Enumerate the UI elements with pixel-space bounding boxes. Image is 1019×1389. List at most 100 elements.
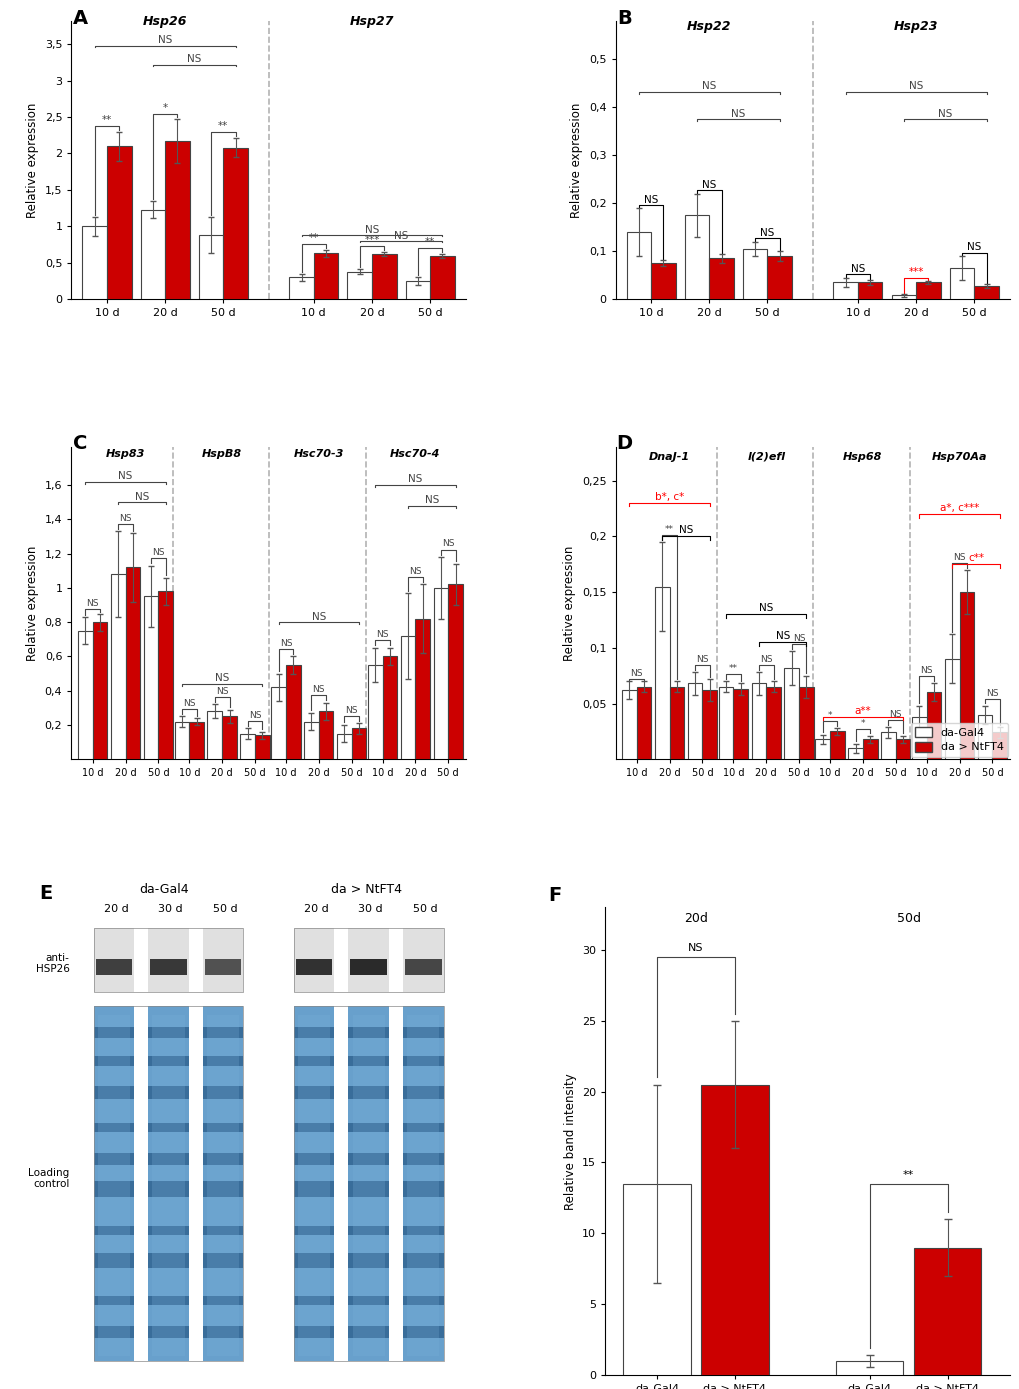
Bar bbox=[293, 1122, 334, 1132]
Bar bbox=[148, 1153, 189, 1164]
Text: Hsp22: Hsp22 bbox=[687, 19, 731, 33]
Text: NS: NS bbox=[345, 706, 358, 714]
Bar bbox=[207, 1015, 239, 1357]
Bar bbox=[891, 296, 915, 299]
Bar bbox=[862, 739, 876, 760]
Bar bbox=[203, 1326, 244, 1338]
Text: ***: *** bbox=[364, 235, 379, 244]
Bar bbox=[650, 264, 675, 299]
Text: 30 d: 30 d bbox=[158, 904, 182, 914]
Bar bbox=[148, 1326, 189, 1338]
Text: A: A bbox=[72, 10, 88, 28]
Bar bbox=[93, 622, 107, 760]
Bar bbox=[203, 1181, 244, 1197]
Bar bbox=[314, 253, 338, 299]
Bar bbox=[94, 1122, 133, 1132]
Text: NS: NS bbox=[679, 525, 693, 536]
Text: l(2)efl: l(2)efl bbox=[747, 451, 785, 463]
Text: 20 d: 20 d bbox=[304, 904, 328, 914]
Bar bbox=[836, 1361, 903, 1375]
Bar bbox=[949, 268, 973, 299]
Bar bbox=[94, 1226, 133, 1235]
Bar bbox=[255, 735, 269, 760]
Bar bbox=[152, 1015, 184, 1357]
Text: F: F bbox=[548, 886, 561, 906]
Bar bbox=[403, 1026, 443, 1039]
Bar bbox=[403, 1086, 443, 1099]
Text: NS: NS bbox=[688, 943, 703, 953]
Text: NS: NS bbox=[158, 35, 172, 46]
Text: NS: NS bbox=[758, 603, 772, 614]
Bar bbox=[148, 1026, 189, 1039]
Bar bbox=[203, 1086, 244, 1099]
Bar bbox=[293, 1026, 334, 1039]
Bar bbox=[765, 686, 781, 760]
Text: **: ** bbox=[218, 121, 228, 132]
Bar bbox=[199, 235, 223, 299]
Bar bbox=[148, 1226, 189, 1235]
Bar bbox=[293, 1253, 334, 1268]
Bar bbox=[125, 567, 140, 760]
Text: NS: NS bbox=[966, 242, 980, 251]
Bar bbox=[368, 665, 382, 760]
Bar bbox=[433, 588, 448, 760]
Text: NS: NS bbox=[792, 633, 805, 643]
Bar bbox=[959, 592, 973, 760]
Bar bbox=[403, 928, 443, 992]
Bar bbox=[94, 1181, 133, 1197]
Text: Hsp68: Hsp68 bbox=[843, 451, 881, 463]
Bar bbox=[742, 249, 766, 299]
Bar bbox=[148, 1086, 189, 1099]
Text: NS: NS bbox=[937, 108, 952, 118]
Bar bbox=[203, 1296, 244, 1304]
Bar bbox=[203, 1006, 244, 1361]
Bar bbox=[382, 657, 396, 760]
Text: b*, c*: b*, c* bbox=[654, 492, 684, 501]
Bar bbox=[296, 958, 332, 975]
Text: 20 d: 20 d bbox=[103, 904, 128, 914]
Bar bbox=[203, 928, 244, 992]
Bar bbox=[285, 665, 301, 760]
Text: NS: NS bbox=[135, 492, 149, 501]
Bar bbox=[348, 1326, 388, 1338]
Text: NS: NS bbox=[118, 471, 132, 481]
Bar bbox=[289, 278, 314, 299]
Bar bbox=[687, 683, 702, 760]
Bar bbox=[348, 1056, 388, 1067]
Bar bbox=[352, 728, 366, 760]
Bar bbox=[623, 1183, 690, 1375]
Bar bbox=[207, 711, 222, 760]
Text: NS: NS bbox=[441, 539, 454, 549]
Bar bbox=[784, 668, 798, 760]
Bar bbox=[403, 1122, 443, 1132]
Bar bbox=[751, 683, 765, 760]
Bar bbox=[203, 1056, 244, 1067]
Text: NS: NS bbox=[774, 631, 789, 642]
Bar bbox=[348, 1026, 388, 1039]
Text: NS: NS bbox=[376, 631, 388, 639]
Text: NS: NS bbox=[889, 710, 901, 718]
Bar bbox=[348, 1226, 388, 1235]
Bar bbox=[150, 958, 186, 975]
Text: *: * bbox=[162, 103, 167, 113]
Bar bbox=[148, 1181, 189, 1197]
Text: c**: c** bbox=[967, 553, 983, 564]
Bar bbox=[107, 146, 131, 299]
Bar bbox=[94, 1026, 133, 1039]
Bar bbox=[223, 147, 248, 299]
Bar bbox=[406, 281, 430, 299]
Bar bbox=[348, 928, 388, 992]
Text: HspB8: HspB8 bbox=[202, 450, 242, 460]
Text: NS: NS bbox=[701, 82, 715, 92]
Bar bbox=[403, 1326, 443, 1338]
Text: ***: *** bbox=[908, 267, 923, 276]
Bar bbox=[165, 142, 190, 299]
Text: NS: NS bbox=[759, 656, 771, 664]
Text: NS: NS bbox=[409, 567, 421, 576]
Bar bbox=[336, 733, 352, 760]
Bar bbox=[991, 732, 1006, 760]
Text: NS: NS bbox=[630, 669, 642, 678]
Bar bbox=[348, 1153, 388, 1164]
Bar bbox=[94, 1326, 133, 1338]
Bar bbox=[403, 1226, 443, 1235]
